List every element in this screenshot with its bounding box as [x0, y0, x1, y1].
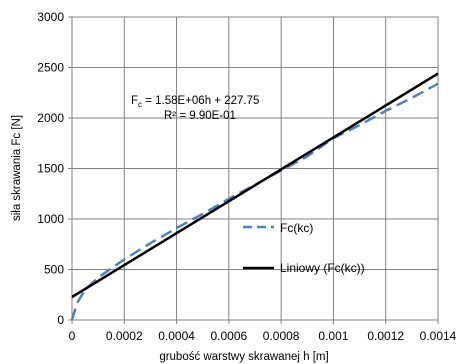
legend: Fc(kc) Liniowy (Fc(kc)) [243, 221, 365, 275]
legend-label-fc: Fc(kc) [280, 221, 313, 235]
y-tick-label: 2500 [37, 61, 64, 75]
y-tick-label: 500 [44, 263, 64, 277]
r-squared-label: R² = 9.90E-01 [164, 110, 236, 122]
legend-label-trend: Liniowy (Fc(kc)) [280, 261, 365, 275]
x-tick-label: 0.0002 [106, 329, 143, 343]
x-tick-label: 0.0004 [158, 329, 195, 343]
gridlines [71, 16, 439, 321]
y-axis-ticks: 0 500 1000 1500 2000 2500 3000 [37, 10, 72, 327]
x-tick-label: 0.0012 [367, 329, 404, 343]
x-tick-label: 0.001 [318, 329, 348, 343]
y-axis-title: siła skrawania Fc [N] [11, 115, 23, 221]
y-tick-label: 0 [57, 313, 64, 327]
y-tick-label: 1500 [37, 162, 64, 176]
y-tick-label: 2000 [37, 111, 64, 125]
x-axis-ticks: 0 0.0002 0.0004 0.0006 0.0008 0.001 0.0012 0.00… [69, 320, 457, 343]
series-line-fc [70, 82, 439, 321]
y-tick-label: 1000 [37, 212, 64, 226]
x-tick-label: 0 [69, 329, 76, 343]
x-tick-label: 0.0014 [420, 329, 457, 343]
x-axis-title: grubość warstwy skrawanej h [m] [159, 351, 328, 363]
trendline-equation: Fc = 1.58E+06h + 227.75 [131, 95, 259, 109]
y-tick-label: 3000 [37, 10, 64, 24]
x-tick-label: 0.0006 [211, 329, 248, 343]
series-line-trend [71, 72, 439, 299]
x-tick-label: 0.0008 [263, 329, 300, 343]
series-group [70, 72, 439, 321]
